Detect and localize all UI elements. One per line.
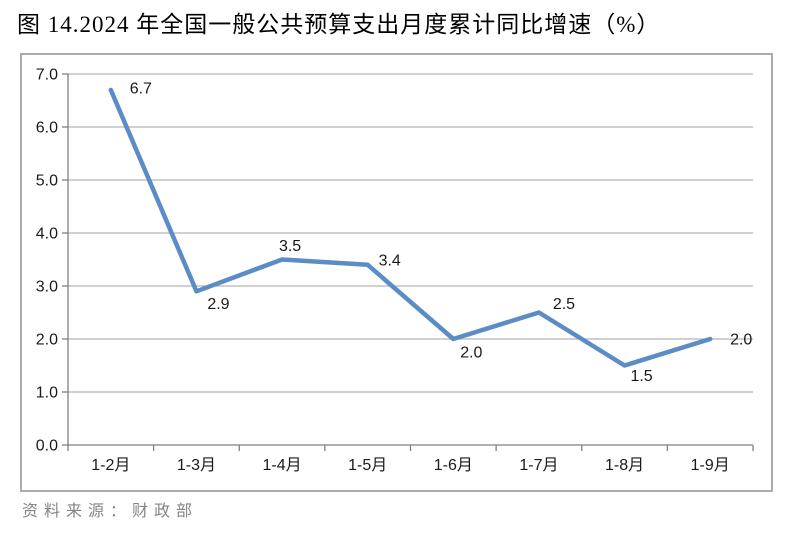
x-axis-label: 1-4月: [262, 457, 301, 474]
x-axis-label: 1-8月: [605, 457, 644, 474]
chart-title: 图 14.2024 年全国一般公共预算支出月度累计同比增速（%）: [17, 12, 661, 37]
x-axis-label: 1-7月: [519, 457, 558, 474]
source-note: 资料来源：财政部: [22, 503, 199, 520]
y-axis-label: 2.0: [36, 332, 58, 349]
data-label: 1.5: [630, 368, 652, 385]
y-axis-label: 1.0: [36, 385, 58, 402]
x-axis-label: 1-6月: [434, 457, 473, 474]
y-axis-label: 7.0: [36, 67, 58, 84]
data-label: 3.4: [379, 252, 401, 269]
y-axis-label: 4.0: [36, 226, 58, 243]
data-label: 2.0: [730, 332, 752, 349]
line-chart: 0.0 1.0 2.0 3.0 4.0 5.0 6.0 7.0 1-2月 1-3月 1-4月 1-5月…: [36, 67, 754, 474]
data-label: 2.5: [553, 296, 575, 313]
data-label: 2.0: [460, 345, 482, 362]
y-axis-label: 5.0: [36, 173, 58, 190]
data-label: 3.5: [279, 238, 301, 255]
x-axis-label: 1-3月: [177, 457, 216, 474]
y-axis-label: 6.0: [36, 120, 58, 137]
y-axis-label: 0.0: [36, 438, 58, 455]
chart-frame: 0.0 1.0 2.0 3.0 4.0 5.0 6.0 7.0 1-2月 1-3月 1-4月 1-5月…: [20, 53, 773, 492]
data-line: [108, 87, 713, 368]
y-axis-label: 3.0: [36, 279, 58, 296]
x-axis-label: 1-2月: [91, 457, 130, 474]
data-label: 2.9: [207, 296, 229, 313]
x-axis-label: 1-5月: [348, 457, 387, 474]
x-axis-label: 1-9月: [691, 457, 730, 474]
data-label: 6.7: [130, 80, 152, 97]
